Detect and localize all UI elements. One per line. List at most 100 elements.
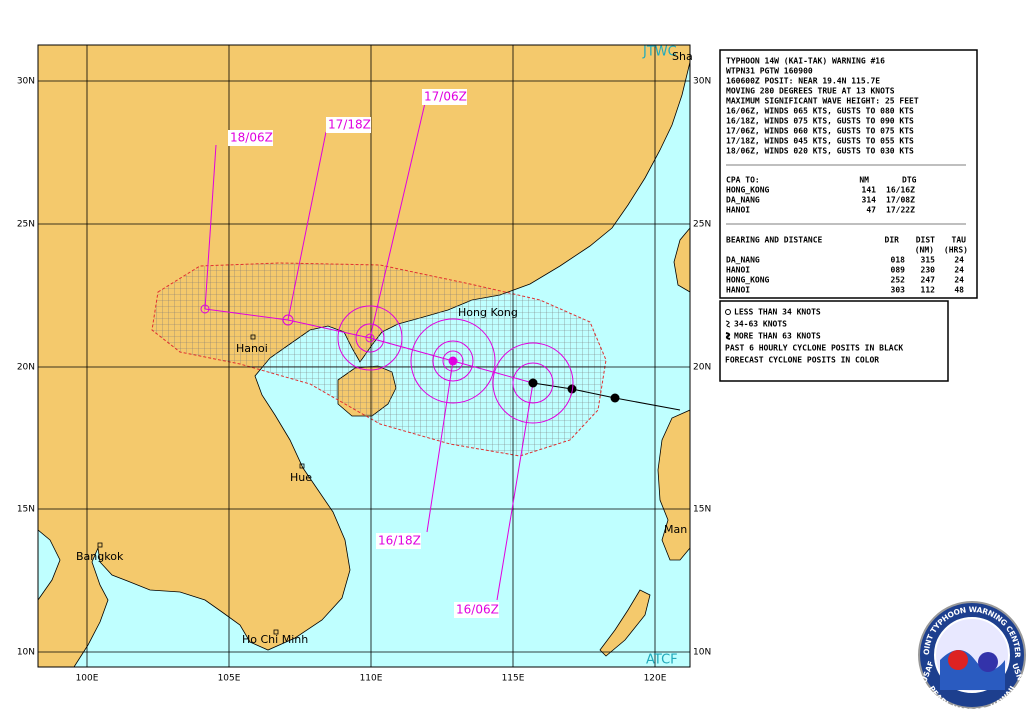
track: [200, 102, 681, 601]
legend-symbol: [725, 320, 731, 328]
label-stem: [204, 144, 217, 310]
label-stem: [496, 382, 534, 601]
forecast-label: 17/18Z: [328, 118, 371, 132]
warning-text: 16/18Z, WINDS 075 KTS, GUSTS TO 090 KTS: [726, 117, 914, 126]
legend-text: FORECAST CYCLONE POSITS IN COLOR: [725, 356, 879, 365]
warning-text: BEARING AND DISTANCE: [726, 236, 823, 245]
warning-text: (NM): [915, 246, 934, 255]
warning-text: 17/08Z: [886, 196, 915, 205]
warning-text: 17/18Z, WINDS 045 KTS, GUSTS TO 055 KTS: [726, 137, 914, 146]
place-label: Hong Kong: [458, 306, 518, 319]
forecast-position: [365, 333, 375, 343]
warning-text: 24: [954, 266, 964, 275]
philippines: [599, 409, 690, 657]
warning-text: 018: [891, 256, 906, 265]
lat-label: 15N: [693, 505, 711, 515]
place-label: Hanoi: [236, 342, 268, 355]
lat-label: 25N: [693, 220, 711, 230]
warning-text: 089: [891, 266, 906, 275]
warning-text: 112: [921, 286, 936, 295]
warning-text: 16/16Z: [886, 186, 915, 195]
warning-text: DA_NANG: [726, 256, 760, 265]
warning-text: CPA TO:: [726, 176, 760, 185]
past-position: [567, 384, 577, 394]
warning-text: TAU: [952, 236, 967, 245]
warning-text: TYPHOON 14W (KAI-TAK) WARNING #16: [726, 57, 885, 66]
warning-text: (HRS): [944, 246, 968, 255]
warning-text: 24: [954, 256, 964, 265]
city-marker: [97, 542, 103, 548]
city-marker: [250, 334, 256, 340]
wind-radius: [410, 318, 496, 404]
label-stem: [369, 102, 426, 339]
atcf-label: ATCF: [646, 653, 678, 668]
lon-label: 115E: [502, 674, 525, 684]
legend-symbol: [725, 309, 731, 315]
forecast-label-bg: [228, 130, 273, 146]
label-stem: [287, 131, 327, 321]
forecast-label: 18/06Z: [230, 131, 273, 145]
legend-symbol: [725, 332, 731, 340]
warning-text: 303: [891, 286, 906, 295]
lat-label: 20N: [17, 363, 35, 373]
lat-label: 25N: [17, 220, 35, 230]
wind-radius: [512, 362, 554, 404]
label-stem: [426, 360, 454, 533]
lat-label: 30N: [17, 77, 35, 87]
warning-text: HANOI: [726, 266, 750, 275]
legend-text: LESS THAN 34 KNOTS: [734, 308, 821, 317]
forecast-label-bg: [422, 89, 467, 105]
warning-text: DIST: [916, 236, 935, 245]
warning-text: 141: [862, 186, 877, 195]
warning-text: HONG_KONG: [726, 186, 770, 195]
seal-emblem: [978, 652, 998, 672]
wind-radius: [337, 305, 403, 371]
warning-text: 24: [954, 276, 964, 285]
lon-label: 105E: [218, 674, 241, 684]
legend-box: [719, 300, 949, 382]
grid: [38, 45, 690, 667]
forecast-position: [282, 314, 294, 326]
forecast-label-bg: [326, 117, 371, 133]
map-frame: [37, 44, 691, 668]
warning-text: 230: [921, 266, 936, 275]
warning-text: 252: [891, 276, 906, 285]
wind-radius: [432, 340, 474, 382]
lat-label: 10N: [17, 648, 35, 658]
city-marker: [299, 463, 305, 469]
map: [38, 45, 690, 667]
sea: [38, 45, 690, 667]
lon-label: 120E: [644, 674, 667, 684]
forecast-label: 16/18Z: [378, 534, 421, 548]
place-label: Ho Chi Minh: [242, 633, 308, 646]
place-label: Man: [664, 523, 687, 536]
lat-label: 30N: [693, 77, 711, 87]
wind-radius: [492, 342, 574, 424]
warning-text: 17/06Z, WINDS 060 KTS, GUSTS TO 075 KTS: [726, 127, 914, 136]
warning-box: [719, 49, 978, 299]
warning-text: DIR: [885, 236, 900, 245]
warning-text: MAXIMUM SIGNIFICANT WAVE HEIGHT: 25 FEET: [726, 97, 919, 106]
warning-text: WTPN31 PGTW 160900: [726, 67, 813, 76]
city-marker: [273, 629, 279, 635]
danger-area: [151, 262, 607, 457]
warning-text: 48: [954, 286, 964, 295]
forecast-label-bg: [454, 602, 499, 618]
warning-text: DA_NANG: [726, 196, 760, 205]
lat-label: 10N: [693, 648, 711, 658]
legend-text: MORE THAN 63 KNOTS: [734, 332, 821, 341]
legend-text: 34-63 KNOTS: [734, 320, 787, 329]
warning-text: HONG_KONG: [726, 276, 770, 285]
forecast-label-bg: [376, 533, 421, 549]
seal-emblem: [948, 650, 968, 670]
place-label: Sha: [672, 50, 693, 63]
warning-text: 18/06Z, WINDS 020 KTS, GUSTS TO 030 KTS: [726, 147, 914, 156]
past-position: [610, 393, 620, 403]
place-label: Hue: [290, 471, 312, 484]
wind-radius: [442, 350, 464, 372]
current-position: [528, 378, 538, 388]
warning-text: 160600Z POSIT: NEAR 19.4N 115.7E: [726, 77, 880, 86]
lat-label: 20N: [693, 363, 711, 373]
warning-text: 247: [921, 276, 936, 285]
